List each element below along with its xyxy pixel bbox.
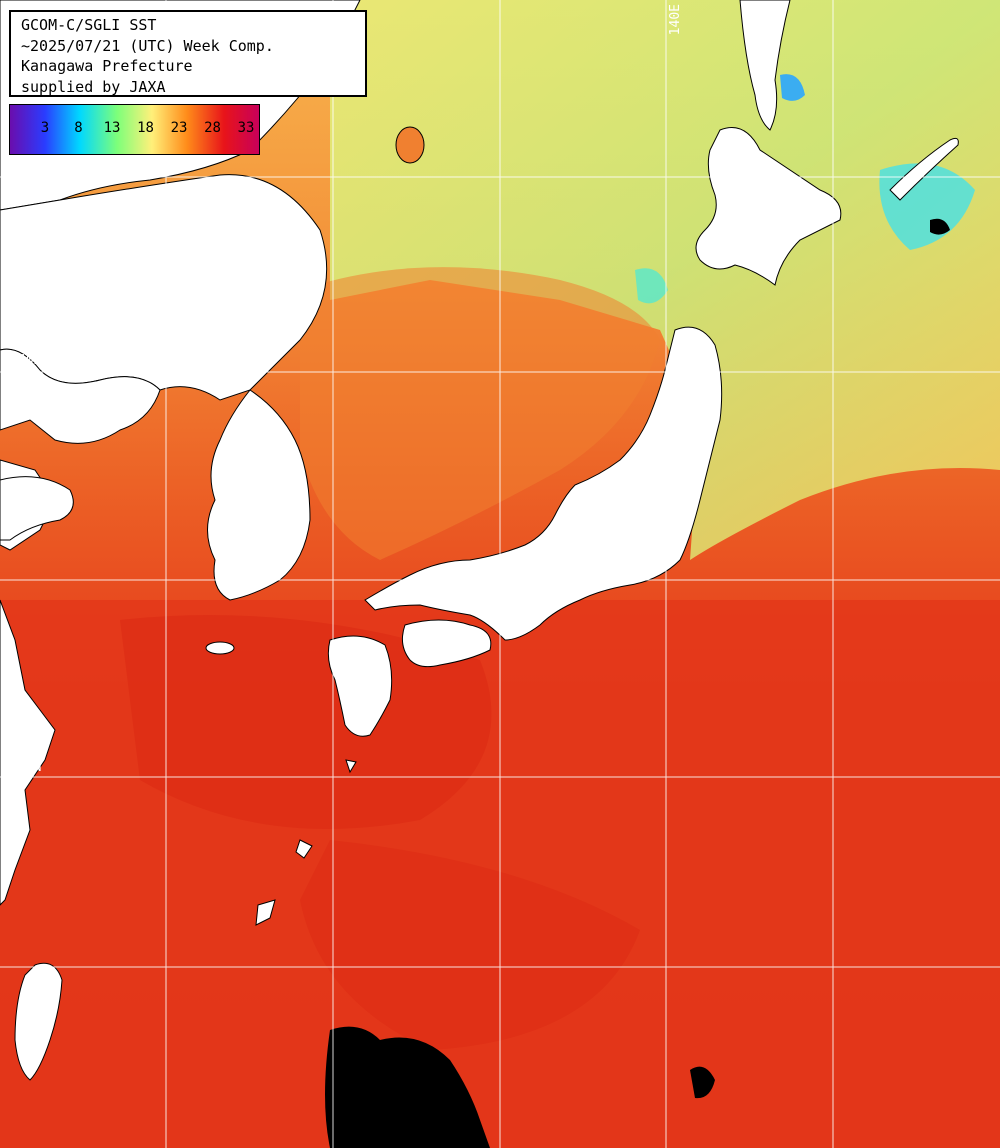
legend-tick-labels: 3 8 13 18 23 28 33 bbox=[10, 105, 259, 154]
land-korea-peninsula bbox=[207, 389, 311, 601]
cold-spot-tsugaru bbox=[635, 268, 668, 304]
legend-tick-3: 3 bbox=[40, 120, 50, 136]
color-legend: 3 8 13 18 23 28 33 bbox=[9, 104, 260, 155]
legend-colorbar bbox=[10, 105, 259, 154]
no-data-patch-east bbox=[690, 1066, 715, 1099]
legend-tick-18: 18 bbox=[137, 120, 154, 136]
ocean-hot-patch-2 bbox=[300, 840, 640, 1050]
lat-label-40n: 40N bbox=[18, 353, 42, 368]
composite-date: ~2025/07/21 (UTC) Week Comp. bbox=[21, 36, 274, 55]
land-liaodong bbox=[0, 348, 161, 444]
land-ryukyu-2 bbox=[255, 899, 276, 926]
legend-tick-13: 13 bbox=[103, 120, 121, 136]
supplier: supplied by JAXA bbox=[21, 77, 166, 96]
product-title: GCOM-C/SGLI SST bbox=[21, 16, 157, 34]
land-shandong bbox=[0, 476, 74, 541]
legend-tick-28: 28 bbox=[204, 120, 221, 136]
land-ryukyu-1 bbox=[295, 839, 313, 859]
land-jeju bbox=[205, 641, 235, 655]
land-sakhalin bbox=[739, 0, 791, 131]
land-china-south bbox=[0, 599, 56, 906]
legend-tick-23: 23 bbox=[170, 120, 188, 136]
info-box: GCOM-C/SGLI SST ~2025/07/21 (UTC) Week C… bbox=[9, 10, 367, 97]
no-data-patch-okhotsk bbox=[930, 218, 950, 235]
legend-tick-33: 33 bbox=[237, 120, 255, 136]
land-shikoku bbox=[401, 619, 492, 668]
land-small-island-north bbox=[395, 126, 425, 164]
legend-tick-8: 8 bbox=[74, 120, 83, 136]
region-name: Kanagawa Prefecture bbox=[21, 57, 193, 75]
land-honshu bbox=[364, 326, 723, 641]
sea-of-japan-warm bbox=[300, 267, 660, 560]
ocean-hot-patch bbox=[120, 615, 492, 829]
land-taiwan bbox=[14, 962, 63, 1081]
lat-label-30n: 30N bbox=[18, 760, 42, 775]
land-ryukyu-3 bbox=[345, 759, 357, 774]
land-kyushu bbox=[327, 635, 393, 737]
lon-label-140e: 140E bbox=[668, 4, 683, 36]
cold-spot-okhotsk-2 bbox=[780, 74, 805, 101]
no-data-patch bbox=[325, 1026, 490, 1148]
